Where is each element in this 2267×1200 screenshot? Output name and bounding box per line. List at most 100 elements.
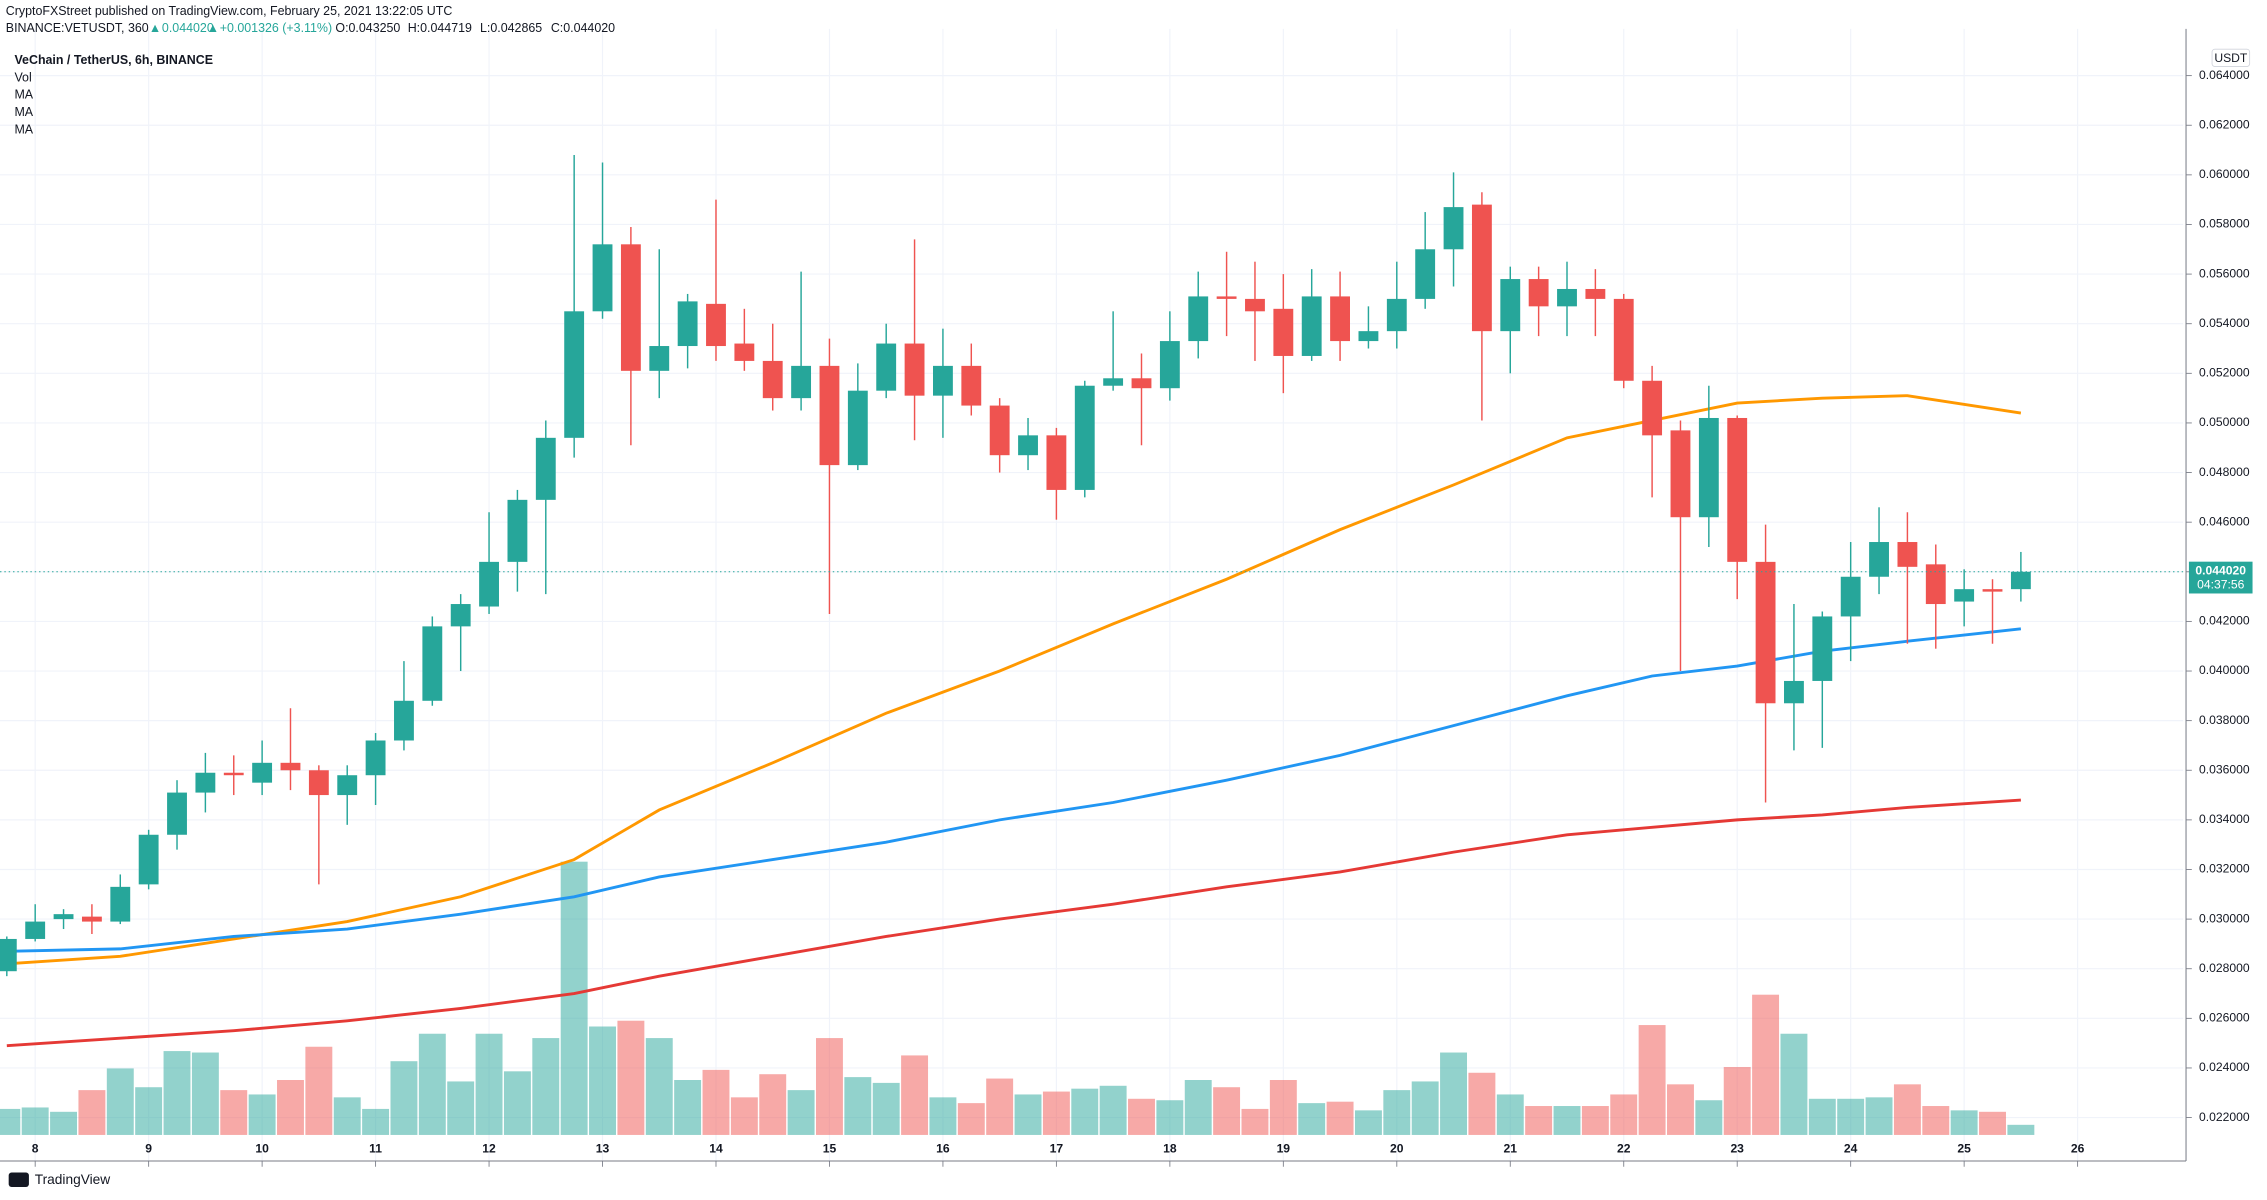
last-price: 0.044020 <box>162 21 214 35</box>
y-tick-label: 0.062000 <box>2199 117 2250 131</box>
candle-body <box>1131 378 1152 389</box>
volume-bar <box>1241 1108 1269 1135</box>
volume-bar <box>1071 1088 1099 1135</box>
candle-body <box>422 626 443 701</box>
candle-body <box>1301 296 1322 356</box>
legend-ma: MA <box>14 105 33 119</box>
volume-bar <box>759 1074 787 1135</box>
volume-bar <box>50 1111 78 1135</box>
ohlc-open: O:0.043250 <box>335 21 400 35</box>
volume-bar <box>2007 1124 2035 1135</box>
volume-bar <box>418 1033 446 1135</box>
volume-bar <box>787 1090 815 1135</box>
moving-average <box>6 394 2022 966</box>
candle-body <box>1330 296 1350 342</box>
candle-body <box>167 792 187 835</box>
volume-bar <box>1042 1091 1070 1135</box>
y-tick-label: 0.030000 <box>2199 911 2250 925</box>
candle-body <box>0 938 17 972</box>
brand: TradingView <box>35 1172 111 1187</box>
volume-bar <box>589 1026 616 1135</box>
candle-body <box>394 700 414 741</box>
axes: USDT 0.064000 0.062000 0.060000 0.058000 0.0… <box>0 28 2253 1167</box>
x-tick-label: 25 <box>1957 1142 1971 1156</box>
candle-body <box>1925 564 1946 605</box>
candle-body <box>1755 561 1776 704</box>
volume-bar <box>78 1090 106 1135</box>
y-tick-label: 0.024000 <box>2199 1060 2250 1074</box>
candle-body <box>1046 435 1067 490</box>
x-tick-label: 23 <box>1730 1142 1744 1156</box>
volume-bar <box>1383 1090 1411 1135</box>
volume-bar <box>1808 1098 1836 1135</box>
countdown: 04:37:56 <box>2197 578 2244 592</box>
volume-bar <box>277 1080 304 1135</box>
candle-body <box>81 916 102 922</box>
y-tick-label: 0.038000 <box>2199 713 2250 727</box>
candle-body <box>1557 288 1577 307</box>
volume-bar <box>1723 1066 1751 1135</box>
volume-bar <box>1979 1111 2006 1135</box>
candle-body <box>1982 589 2003 592</box>
candle-body <box>1386 298 1407 332</box>
y-tick-label: 0.022000 <box>2199 1110 2250 1124</box>
candle-body <box>961 365 982 406</box>
volume-bar <box>815 1038 843 1135</box>
y-tick-label: 0.040000 <box>2199 663 2250 677</box>
volume-bar <box>1326 1101 1354 1135</box>
candle-body <box>1415 249 1436 299</box>
x-tick-label: 9 <box>145 1142 152 1156</box>
volume-bar <box>1128 1098 1155 1135</box>
y-tick-label: 0.056000 <box>2199 266 2250 280</box>
volume-bar <box>1581 1106 1609 1135</box>
volume-bar <box>1525 1106 1553 1135</box>
candle-body <box>507 499 528 562</box>
currency-box <box>2211 48 2251 67</box>
volume-bar <box>1411 1081 1439 1135</box>
x-tick-label: 26 <box>2071 1142 2085 1156</box>
candle-body <box>53 914 74 920</box>
volume-bar <box>1837 1098 1865 1135</box>
volume-bar <box>1354 1110 1382 1135</box>
volume-bar <box>1156 1100 1184 1135</box>
volume-bar <box>1865 1097 1893 1135</box>
candle-body <box>1500 279 1521 332</box>
logo: TradingView <box>8 1172 111 1187</box>
volume-pane <box>0 861 2035 1135</box>
ohlc-low: L:0.042865 <box>480 21 542 35</box>
candle-body <box>1103 378 1124 386</box>
volume-bar <box>503 1071 531 1135</box>
candle-body <box>989 405 1010 456</box>
candle-body <box>706 303 726 347</box>
y-tick-label: 0.028000 <box>2199 961 2250 975</box>
x-tick-label: 8 <box>32 1142 39 1156</box>
candle-body <box>1869 542 1889 577</box>
candle-body <box>337 775 358 796</box>
volume-bar <box>1922 1106 1950 1135</box>
candle-body <box>1784 680 1804 704</box>
volume-bar <box>390 1061 418 1135</box>
x-tick-label: 18 <box>1163 1142 1177 1156</box>
y-tick-label: 0.050000 <box>2199 415 2250 429</box>
x-tick-label: 11 <box>369 1142 382 1156</box>
candle-body <box>904 343 925 396</box>
candle-body <box>1074 385 1095 490</box>
y-tick-label: 0.060000 <box>2199 167 2250 181</box>
currency-label: USDT <box>2214 51 2248 65</box>
volume-bar <box>1695 1100 1723 1135</box>
volume-bar <box>645 1038 673 1135</box>
volume-bar <box>0 1108 21 1135</box>
candle-body <box>1613 298 1634 381</box>
candle-body <box>734 343 755 361</box>
x-tick-label: 14 <box>709 1142 723 1156</box>
volume-bar <box>1553 1106 1581 1135</box>
candle-body <box>1245 298 1265 312</box>
candle-body <box>195 772 216 793</box>
volume-bar <box>1213 1087 1241 1135</box>
volume-bar <box>1893 1084 1921 1135</box>
arrow: ▲ <box>207 21 219 35</box>
candle-body <box>1159 341 1180 389</box>
candle-body <box>1812 616 1833 681</box>
y-tick-label: 0.032000 <box>2199 862 2250 876</box>
